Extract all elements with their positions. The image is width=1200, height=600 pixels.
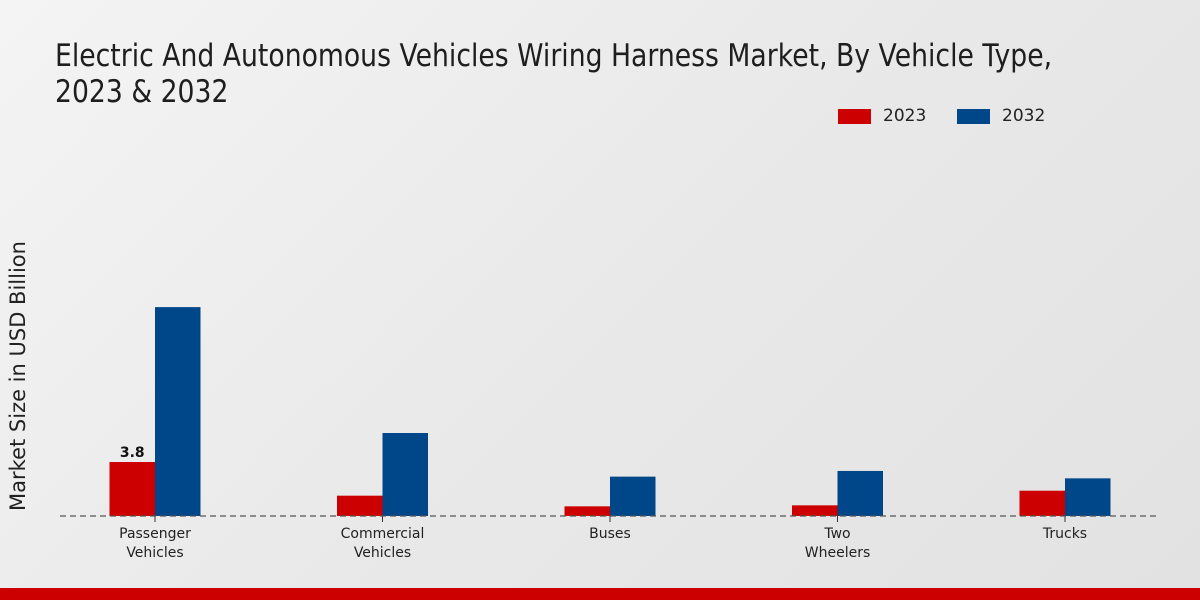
x-tick-label-3-0: Two [823,526,850,542]
data-label-0: 3.8 [120,445,145,461]
bar-2023-4 [1019,490,1065,516]
x-tick-label-0-1: Vehicles [126,545,183,561]
footer-accent-bar [0,588,1200,600]
legend-label-2032: 2032 [1002,106,1046,126]
bar-2032-4 [1065,478,1111,516]
bar-2032-2 [610,476,656,516]
x-tick-label-2-0: Buses [589,526,631,542]
bar-2023-0 [109,462,155,516]
x-tick-label-0-0: Passenger [119,526,191,542]
legend-label-2023: 2023 [883,106,927,126]
x-tick-label-4-0: Trucks [1042,526,1087,542]
x-tick-label-1-1: Vehicles [354,545,411,561]
bar-2032-1 [382,433,428,516]
chart-title-line-1: Electric And Autonomous Vehicles Wiring … [55,38,1053,74]
chart-title-line-2: 2023 & 2032 [55,74,229,110]
legend-swatch-2032 [957,108,990,124]
bar-2023-1 [337,495,383,516]
x-tick-label-3-1: Wheelers [805,545,871,561]
legend-item-2023: 2023 [838,106,926,126]
x-tick-label-1-0: Commercial [341,526,425,542]
bar-2032-0 [155,307,201,516]
legend-swatch-2023 [838,108,871,124]
bar-2023-2 [564,506,610,516]
chart-title: Electric And Autonomous Vehicles Wiring … [55,38,1199,110]
bar-2023-3 [792,505,838,516]
bar-2032-3 [837,470,883,516]
legend-item-2032: 2032 [957,106,1045,126]
